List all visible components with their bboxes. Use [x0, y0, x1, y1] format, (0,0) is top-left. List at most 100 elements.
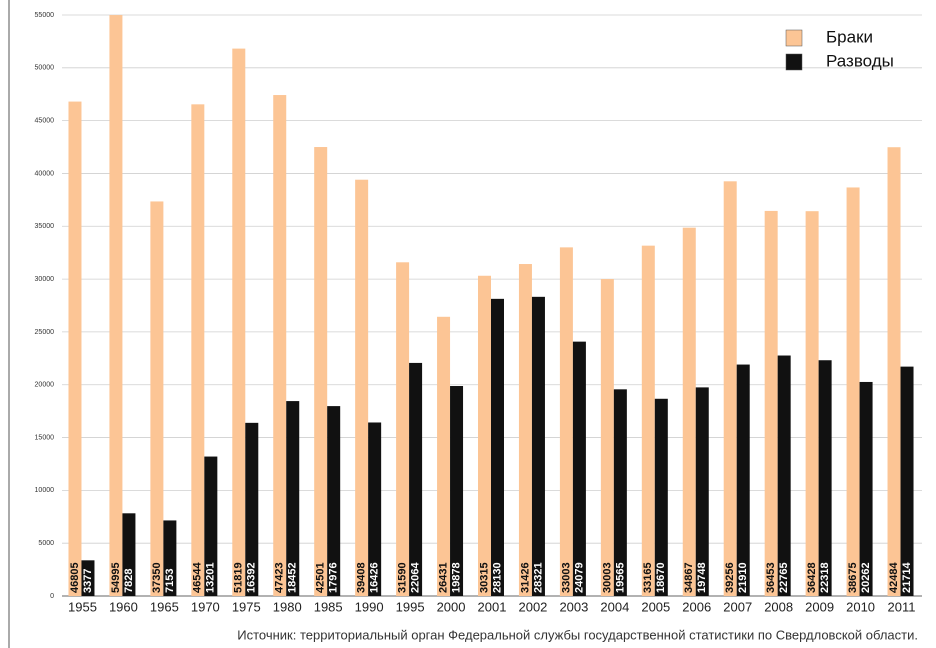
value-label: 22765 — [778, 562, 790, 593]
value-label: 47423 — [274, 562, 286, 593]
y-tick-label: 55000 — [35, 12, 55, 19]
bar — [532, 297, 545, 596]
value-label: 18452 — [287, 562, 299, 593]
y-tick-label: 10000 — [35, 487, 55, 494]
value-label: 18670 — [655, 562, 667, 593]
value-label: 19748 — [696, 562, 708, 593]
value-label: 30003 — [601, 562, 613, 593]
bar — [642, 246, 655, 596]
bar — [601, 279, 614, 596]
bar — [491, 299, 504, 596]
value-label: 33165 — [642, 562, 654, 593]
legend-label: Браки — [826, 27, 873, 46]
x-tick-label: 1985 — [314, 599, 343, 614]
value-label: 36428 — [806, 562, 818, 593]
y-tick-label: 25000 — [35, 329, 55, 336]
x-tick-label: 2010 — [846, 599, 875, 614]
value-label: 31590 — [397, 562, 409, 593]
value-label: 7828 — [123, 569, 135, 593]
x-tick-label: 2006 — [682, 599, 711, 614]
x-tick-label: 1990 — [355, 599, 384, 614]
bar — [560, 247, 573, 596]
x-tick-label: 2004 — [600, 599, 629, 614]
legend-swatch — [786, 30, 802, 46]
bar — [724, 181, 737, 596]
bar — [109, 15, 122, 596]
legend-swatch — [786, 54, 802, 70]
x-tick-label: 1955 — [68, 599, 97, 614]
x-tick-label: 2003 — [559, 599, 588, 614]
value-label: 46544 — [192, 562, 204, 593]
bar — [68, 102, 81, 596]
chart: Источник: территориальный орган Федераль… — [0, 0, 936, 648]
value-label: 7153 — [164, 569, 176, 593]
value-label: 37350 — [151, 562, 163, 593]
value-label: 17976 — [328, 562, 340, 593]
bar — [683, 228, 696, 596]
y-tick-label: 15000 — [35, 434, 55, 441]
source-note: Источник: территориальный орган Федераль… — [237, 627, 918, 642]
bar — [273, 95, 286, 596]
value-label: 42484 — [888, 562, 900, 593]
y-tick-label: 35000 — [35, 223, 55, 230]
value-label: 21714 — [901, 562, 913, 593]
value-label: 3377 — [82, 569, 94, 593]
value-label: 13201 — [205, 562, 217, 593]
value-label: 22064 — [410, 562, 422, 593]
bar — [519, 264, 532, 596]
bar — [232, 49, 245, 596]
value-label: 16392 — [246, 562, 258, 593]
bar — [819, 360, 832, 596]
x-tick-label: 2007 — [723, 599, 752, 614]
bar — [150, 201, 163, 596]
y-tick-label: 45000 — [35, 117, 55, 124]
y-tick-label: 50000 — [35, 65, 55, 72]
y-tick-label: 30000 — [35, 276, 55, 283]
x-tick-label: 2002 — [518, 599, 547, 614]
value-label: 22318 — [819, 562, 831, 593]
value-label: 19878 — [450, 562, 462, 593]
x-tick-label: 1975 — [232, 599, 261, 614]
value-label: 46805 — [69, 562, 81, 593]
x-tick-label: 1970 — [191, 599, 220, 614]
x-tick-label: 2009 — [805, 599, 834, 614]
bar — [355, 180, 368, 596]
y-tick-label: 40000 — [35, 170, 55, 177]
legend-label: Разводы — [826, 51, 894, 70]
bar — [314, 147, 327, 596]
bar — [478, 276, 491, 596]
bar — [573, 342, 586, 596]
y-tick-label: 5000 — [38, 540, 54, 547]
bar — [901, 367, 914, 596]
bar — [396, 262, 409, 596]
y-tick-label: 0 — [50, 593, 54, 600]
bar — [765, 211, 778, 596]
bar — [191, 104, 204, 596]
value-label: 16426 — [369, 562, 381, 593]
value-label: 42501 — [315, 562, 327, 593]
value-label: 36453 — [765, 562, 777, 593]
bar — [437, 317, 450, 596]
y-tick-label: 20000 — [35, 382, 55, 389]
value-label: 30315 — [478, 562, 490, 593]
x-tick-label: 2008 — [764, 599, 793, 614]
bar — [847, 187, 860, 596]
value-label: 26431 — [437, 562, 449, 593]
value-label: 33003 — [560, 562, 572, 593]
bar — [778, 356, 791, 596]
value-label: 39408 — [356, 562, 368, 593]
bar — [806, 211, 819, 596]
value-label: 38675 — [847, 562, 859, 593]
x-tick-label: 1995 — [396, 599, 425, 614]
value-label: 51819 — [233, 562, 245, 593]
value-label: 19565 — [614, 562, 626, 593]
value-label: 28321 — [532, 562, 544, 593]
value-label: 54995 — [110, 562, 122, 593]
x-tick-label: 1965 — [150, 599, 179, 614]
value-label: 20262 — [860, 562, 872, 593]
bar — [888, 147, 901, 596]
x-tick-label: 1960 — [109, 599, 138, 614]
value-label: 28130 — [491, 562, 503, 593]
bar — [409, 363, 422, 596]
x-tick-label: 1980 — [273, 599, 302, 614]
